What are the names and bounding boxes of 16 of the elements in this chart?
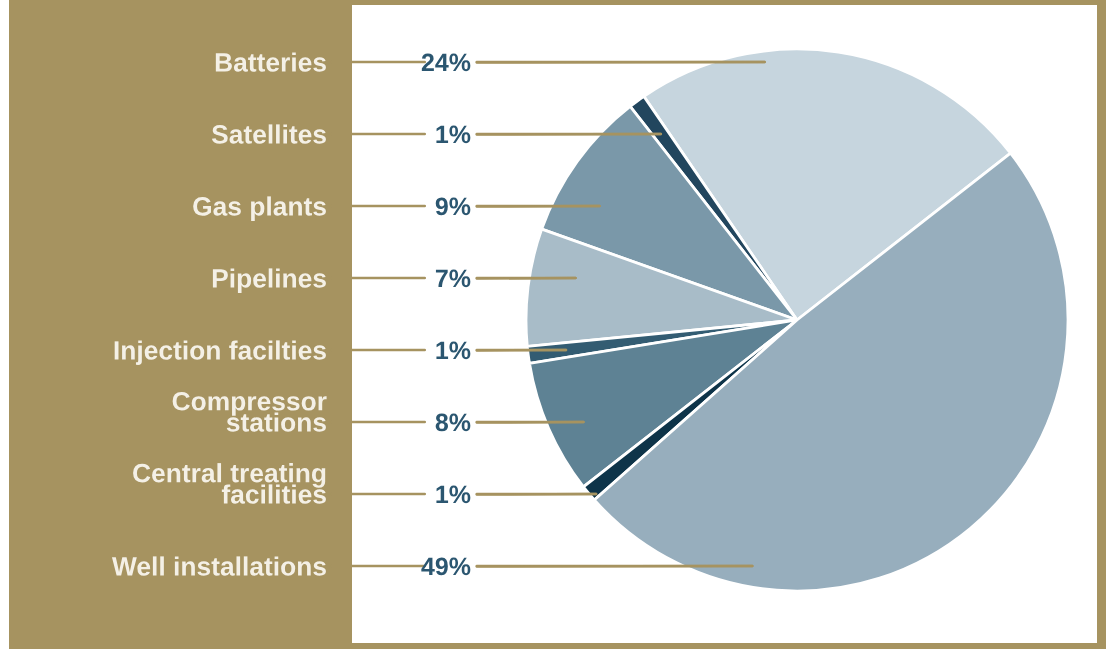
data-label: 1% xyxy=(436,485,471,504)
data-label: 24% xyxy=(421,53,471,72)
data-label: 49% xyxy=(421,557,471,576)
slice-label: Batteries xyxy=(215,52,326,72)
data-label: 1% xyxy=(436,341,471,360)
slice-label: Gas plants xyxy=(193,196,326,221)
slice-label: Compressor stations xyxy=(172,391,327,432)
data-label: 1% xyxy=(436,125,471,144)
data-label: 8% xyxy=(435,413,471,432)
slice-label: Satellites xyxy=(211,124,326,144)
slice-label: Pipelines xyxy=(212,268,326,293)
data-label: 7% xyxy=(435,269,471,288)
slice-label: Well installations xyxy=(111,556,326,576)
slice-label: Injection facilties xyxy=(114,340,326,365)
data-label: 9% xyxy=(435,197,471,216)
slice-label: Central treating facilities xyxy=(133,463,326,504)
